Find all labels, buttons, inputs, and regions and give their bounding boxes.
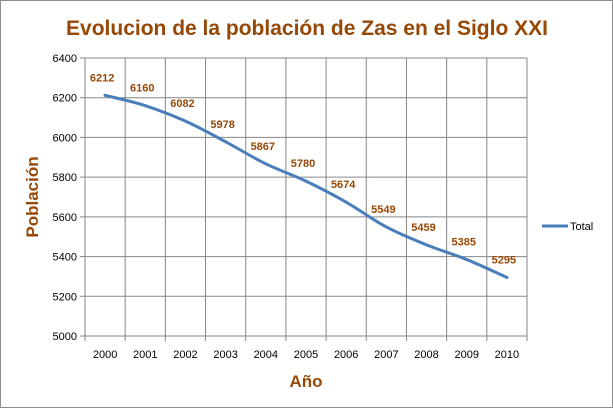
y-tick-label: 5200: [53, 291, 77, 303]
x-tick-label: 2000: [93, 349, 117, 361]
x-tick-label: 2006: [334, 349, 358, 361]
data-point: [143, 104, 147, 108]
y-axis-label: Población: [23, 156, 42, 237]
chart-title: Evolucion de la población de Zas en el S…: [66, 17, 548, 40]
data-label: 6160: [130, 83, 154, 95]
data-label: 6212: [90, 72, 114, 84]
data-point: [304, 179, 308, 183]
legend: Total: [542, 221, 593, 233]
x-tick-label: 2002: [173, 349, 197, 361]
x-tick-label: 2003: [213, 349, 237, 361]
y-tick-label: 6200: [53, 93, 77, 105]
data-point: [384, 225, 388, 229]
data-point: [425, 243, 429, 247]
y-tick-label: 5000: [53, 331, 77, 343]
data-label: 5549: [371, 204, 395, 216]
data-label: 5867: [251, 141, 275, 153]
data-label: 5459: [411, 222, 435, 234]
gridlines: [84, 57, 528, 337]
y-tick-label: 5600: [53, 212, 77, 224]
x-tick-labels: 2000 2001 2002 2003 2004 2005 2006 2007 2008 2009…: [93, 349, 519, 361]
x-tick-label: 2001: [133, 349, 157, 361]
data-point: [465, 258, 469, 262]
data-labels: 6212 6160 6082 5978 5867 5780 5674 5549 5459 5385…: [90, 72, 516, 266]
series-total: [103, 93, 509, 279]
x-tick-label: 2007: [374, 349, 398, 361]
legend-label-total: Total: [570, 221, 593, 233]
x-tick-label: 2005: [294, 349, 318, 361]
data-point: [224, 140, 228, 144]
x-axis-label: Año: [289, 372, 322, 391]
x-tick-label: 2010: [495, 349, 519, 361]
data-point: [344, 200, 348, 204]
data-label: 5780: [291, 158, 315, 170]
data-point: [103, 93, 107, 97]
data-point: [183, 119, 187, 123]
y-tick-labels: 5000 5200 5400 5600 5800 6000 6200 6400: [53, 53, 77, 343]
x-tick-label: 2009: [454, 349, 478, 361]
x-tick-label: 2004: [254, 349, 278, 361]
y-tick-label: 6400: [53, 53, 77, 65]
y-tick-label: 6000: [53, 132, 77, 144]
y-tick-label: 5400: [53, 252, 77, 264]
axes: [80, 57, 528, 341]
data-label: 5674: [331, 179, 356, 191]
x-tick-label: 2008: [414, 349, 438, 361]
data-label: 5978: [210, 119, 234, 131]
data-point: [505, 275, 509, 279]
y-tick-label: 5800: [53, 172, 77, 184]
data-label: 5385: [451, 237, 475, 249]
data-label: 5295: [492, 254, 516, 266]
data-point: [264, 162, 268, 166]
data-label: 6082: [170, 98, 194, 110]
